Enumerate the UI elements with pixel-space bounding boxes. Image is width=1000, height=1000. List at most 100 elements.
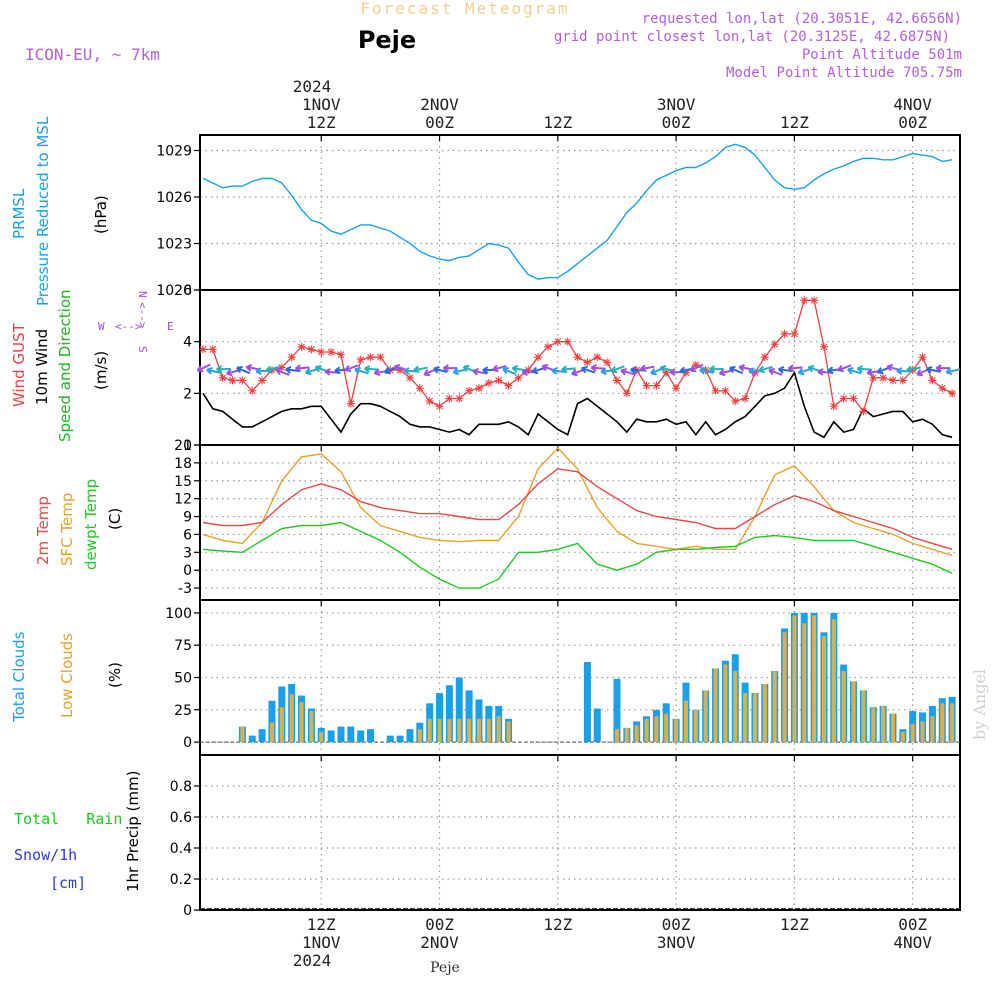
- wind-direction-arrow: [363, 365, 379, 373]
- sfc-temp-line: [202, 446, 953, 556]
- gust-marker: [859, 407, 868, 416]
- gust-marker: [573, 353, 582, 362]
- low-cloud-bar: [920, 721, 925, 743]
- precip-label-cm: [cm]: [50, 874, 86, 892]
- total-cloud-bar: [396, 735, 404, 743]
- y-tick-label: 1023: [156, 237, 192, 253]
- compass-north: N: [136, 291, 149, 298]
- wind-direction-arrow: [709, 365, 724, 373]
- gust-marker: [721, 386, 730, 395]
- low-cloud-bar: [674, 718, 679, 743]
- time-axis-labels: 1NOV12Z12Z1NOV2NOV00Z00Z2NOV12Z12Z3NOV00…: [302, 95, 932, 952]
- wind-direction-arrow: [492, 364, 507, 373]
- gust-marker: [346, 399, 355, 408]
- wind-direction-arrow: [344, 364, 359, 373]
- total-cloud-bar: [445, 685, 453, 743]
- gust-marker: [593, 353, 602, 362]
- gust-marker: [790, 329, 799, 338]
- low-cloud-bar: [871, 707, 876, 743]
- wind-direction-arrow: [551, 367, 566, 375]
- total-cloud-bar: [593, 708, 601, 743]
- gust-marker: [277, 363, 286, 372]
- low-cloud-bar: [614, 729, 619, 743]
- wind-direction-arrow: [265, 365, 280, 374]
- total-cloud-bar: [613, 678, 621, 743]
- bottom-time-label: 12Z: [543, 915, 572, 934]
- low-cloud-bar: [644, 718, 649, 743]
- y-tick-label: 9: [183, 510, 192, 526]
- y-tick-label: 0.6: [170, 810, 192, 826]
- gust-marker: [543, 342, 552, 351]
- y-tick-label: 75: [174, 638, 192, 654]
- compass-rose: W <--> E N <--> S: [98, 291, 174, 353]
- wind-direction-arrow: [561, 365, 576, 374]
- footer-location: Peje: [430, 960, 460, 976]
- wind-labels: Wind GUST 10m Wind Speed and Direction (…: [10, 289, 174, 442]
- wind-direction-arrow: [768, 367, 783, 376]
- wind-direction-arrow: [925, 365, 941, 374]
- y-tick-label: 0.2: [170, 872, 192, 888]
- pressure-line: [202, 143, 953, 280]
- wind-direction-arrow: [590, 364, 606, 372]
- total-cloud-bar: [248, 735, 256, 743]
- low-cloud-bar: [762, 683, 767, 743]
- wind-direction-arrow: [777, 366, 793, 374]
- top-time-label: 2NOV: [420, 95, 459, 114]
- y-tick-label: 6: [183, 283, 192, 299]
- cloud-label-total: Total Clouds: [10, 631, 28, 723]
- gust-marker: [622, 389, 631, 398]
- panel-frame: [199, 444, 961, 601]
- y-tick-label: 0: [183, 438, 192, 454]
- low-cloud-bar: [910, 724, 915, 743]
- gust-marker: [307, 345, 316, 354]
- wind-direction-arrow: [580, 365, 596, 374]
- pressure-unit: (hPa): [92, 195, 110, 234]
- model-altitude: Model Point Altitude 705.75m: [726, 65, 962, 81]
- top-time-label: 00Z: [425, 113, 454, 132]
- y-tick-label: 1029: [156, 144, 192, 160]
- gust-marker: [691, 360, 700, 369]
- bottom-time-label: 2NOV: [420, 933, 459, 952]
- low-cloud-bar: [624, 727, 629, 743]
- total-cloud-bar: [583, 662, 591, 743]
- gust-marker: [396, 366, 405, 375]
- y-tick-label: 4: [183, 335, 192, 351]
- low-cloud-bar: [476, 718, 481, 743]
- top-time-label: 12Z: [307, 113, 336, 132]
- low-cloud-bar: [634, 725, 639, 743]
- wind-direction-arrow: [472, 368, 488, 376]
- low-cloud-bar: [467, 718, 472, 743]
- low-cloud-bar: [486, 718, 491, 743]
- gust-marker: [504, 381, 513, 390]
- y-tick-label: 21: [174, 438, 192, 454]
- y-tick-label: 0: [183, 563, 192, 579]
- wind-direction-arrow: [354, 366, 369, 375]
- precip-label-snow: Snow/1h: [14, 846, 77, 864]
- point-altitude: Point Altitude 501m: [802, 47, 962, 63]
- gust-marker: [435, 402, 444, 411]
- gust-marker: [780, 329, 789, 338]
- wind-panel: 0 2 4 6: [183, 283, 961, 454]
- cloud-unit: (%): [106, 662, 124, 688]
- gust-marker: [484, 379, 493, 387]
- temp-label-sfc: SFC Temp: [58, 493, 76, 566]
- total-cloud-bar: [465, 690, 473, 743]
- low-cloud-bar: [900, 731, 905, 743]
- wind-direction-arrow: [275, 367, 290, 376]
- gust-marker: [819, 342, 828, 351]
- clouds-panel: 0 25 50 75 100: [165, 599, 961, 756]
- y-tick-label: 12: [174, 492, 192, 508]
- low-cloud-bar: [417, 729, 422, 743]
- total-cloud-bar: [406, 729, 414, 743]
- gust-marker: [583, 358, 592, 367]
- wind-direction-arrow: [196, 363, 211, 373]
- low-cloud-bar: [319, 731, 324, 743]
- model-label: ICON-EU, ~ 7km: [25, 45, 160, 64]
- gust-marker: [928, 376, 937, 385]
- gust-marker: [662, 368, 671, 377]
- total-cloud-bar: [258, 729, 266, 743]
- gust-marker: [642, 381, 651, 390]
- temp-label-2m: 2m Temp: [34, 496, 52, 565]
- low-cloud-bar: [841, 671, 846, 743]
- total-cloud-bar: [386, 735, 394, 743]
